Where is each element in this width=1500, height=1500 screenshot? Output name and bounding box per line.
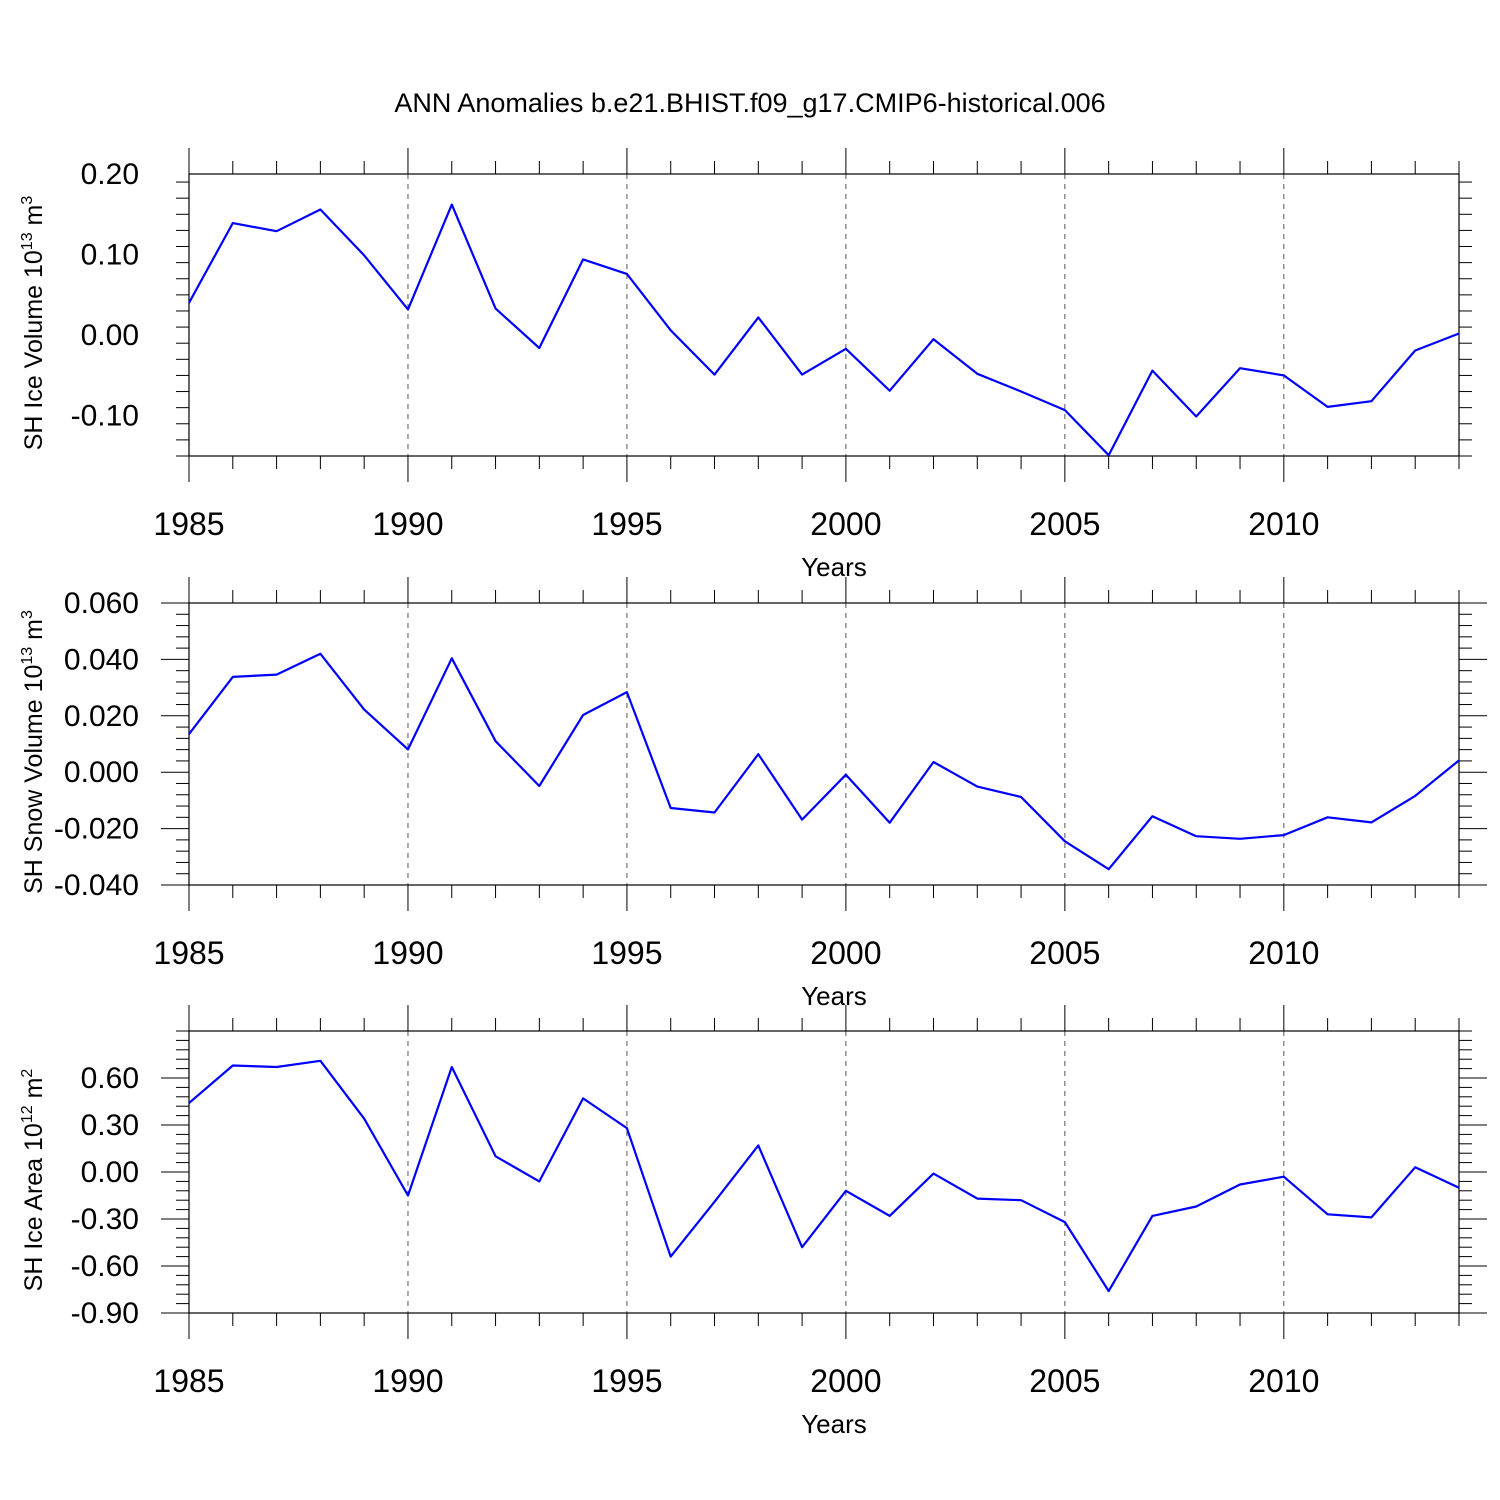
y-axis-label: SH Ice Volume 1013 m3 (19, 196, 48, 451)
series-line (188, 1059, 1460, 1293)
series-line (188, 203, 1460, 457)
y-tick-label: -0.60 (71, 1250, 139, 1283)
y-tick-label: 0.060 (64, 587, 139, 620)
y-tick-label: 0.10 (81, 239, 139, 272)
panel-ice-volume: 0.20 0.10 0.00 -0.10 1985 1990 1995 2000 2005 201… (19, 148, 1472, 582)
panel-snow-volume: 0.060 0.040 0.020 0.000 -0.020 -0.040 1985 1990… (19, 577, 1487, 1011)
x-axis-label: Years (801, 552, 867, 582)
x-tick-label: 1990 (372, 1363, 443, 1399)
y-axis-label: SH Snow Volume 1013 m3 (19, 610, 48, 894)
y-tick-label: -0.30 (71, 1203, 139, 1236)
x-tick-label: 1990 (372, 935, 443, 971)
x-tick-label: 1985 (153, 935, 224, 971)
y-tick-label: -0.020 (54, 813, 139, 846)
y-tick-label: -0.10 (71, 400, 139, 433)
panel-ice-area: 0.60 0.30 0.00 -0.30 -0.60 -0.90 1985 1990 1995 2… (19, 1005, 1487, 1439)
x-tick-label: 2000 (810, 506, 881, 542)
y-tick-label: 0.020 (64, 700, 139, 733)
y-axis-label: SH Ice Area 1012 m2 (19, 1069, 48, 1292)
x-tick-label: 1995 (591, 1363, 662, 1399)
x-tick-label: 2000 (810, 1363, 881, 1399)
y-tick-label: 0.040 (64, 643, 139, 676)
plot-frame (188, 602, 1460, 886)
x-tick-label: 1990 (372, 506, 443, 542)
x-tick-label: 1995 (591, 935, 662, 971)
series-line (188, 652, 1460, 871)
x-axis-label: Years (801, 1409, 867, 1439)
x-tick-label: 2010 (1248, 506, 1319, 542)
x-tick-label: 1985 (153, 506, 224, 542)
x-tick-label: 1995 (591, 506, 662, 542)
x-tick-label: 2010 (1248, 1363, 1319, 1399)
x-tick-label: 1985 (153, 1363, 224, 1399)
x-tick-label: 2005 (1029, 1363, 1100, 1399)
y-tick-label: 0.00 (81, 319, 139, 352)
x-tick-label: 2005 (1029, 506, 1100, 542)
plot-frame (188, 173, 1460, 457)
plot-frame (188, 1030, 1460, 1314)
y-tick-label: 0.00 (81, 1156, 139, 1189)
x-tick-label: 2000 (810, 935, 881, 971)
x-tick-label: 2005 (1029, 935, 1100, 971)
x-tick-label: 2010 (1248, 935, 1319, 971)
y-tick-label: -0.040 (54, 869, 139, 902)
y-tick-label: 0.000 (64, 756, 139, 789)
y-tick-label: -0.90 (71, 1297, 139, 1330)
x-axis-label: Years (801, 981, 867, 1011)
chart-title: ANN Anomalies b.e21.BHIST.f09_g17.CMIP6-… (394, 88, 1105, 118)
y-tick-label: 0.30 (81, 1109, 139, 1142)
y-tick-label: 0.20 (81, 158, 139, 191)
y-tick-label: 0.60 (81, 1062, 139, 1095)
